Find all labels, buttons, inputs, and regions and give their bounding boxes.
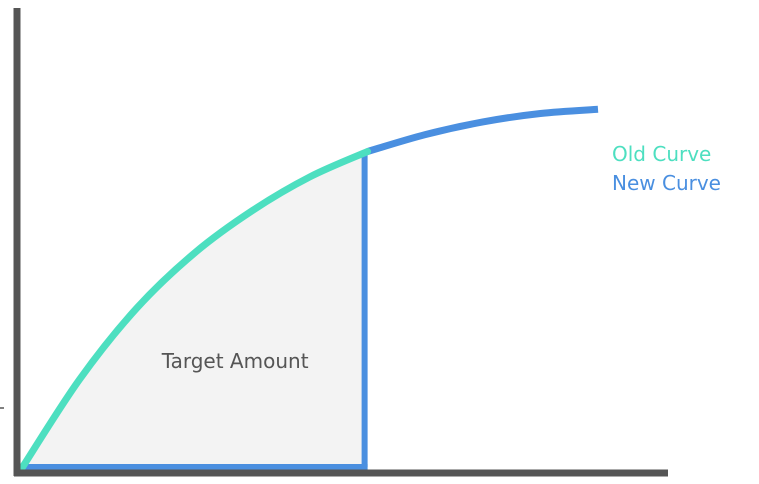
legend-entry-new-curve: New Curve: [612, 171, 721, 195]
legend-entry-old-curve: Old Curve: [612, 142, 711, 166]
series-line-old-curve: [18, 148, 372, 472]
annotation-target-amount: Target Amount: [161, 349, 309, 373]
target-amount-area: [22, 151, 368, 468]
series-line-new-curve: [366, 105, 599, 155]
